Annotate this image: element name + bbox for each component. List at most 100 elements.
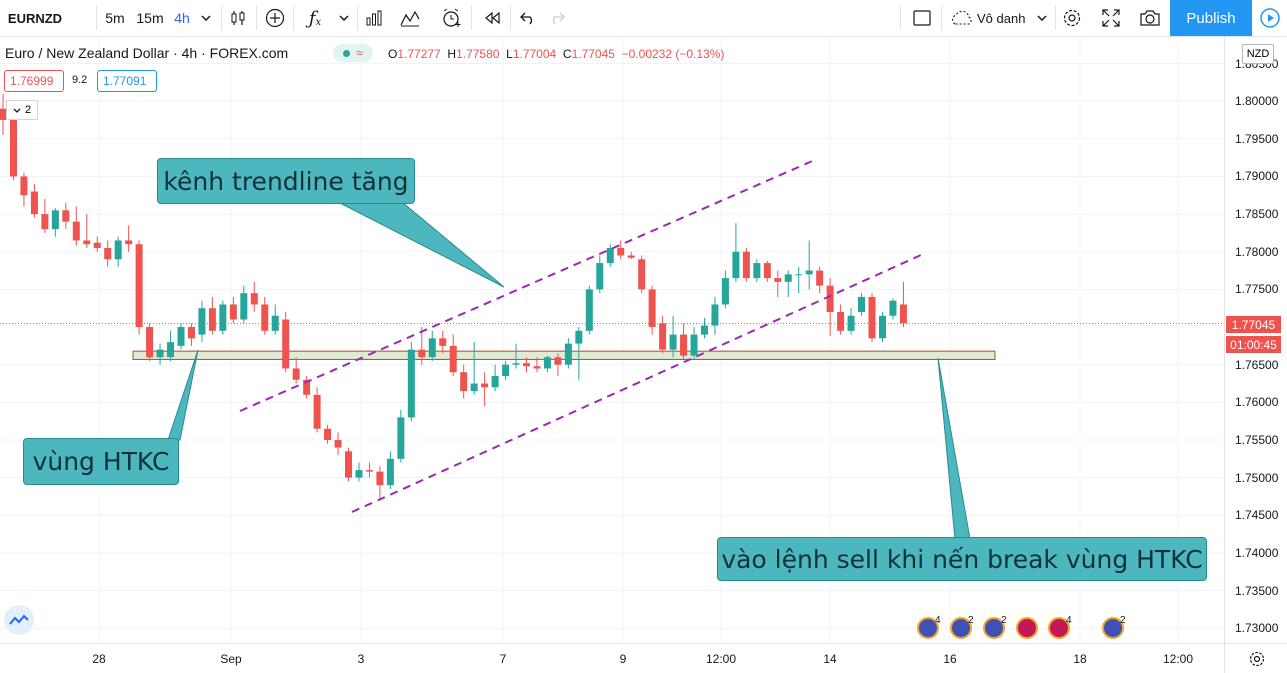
- time-axis[interactable]: 28 Sep 3 7 9 12:00 14 16 18 12:00: [0, 643, 1224, 673]
- play-circle-icon[interactable]: [1253, 0, 1287, 36]
- candle-body: [240, 293, 248, 320]
- currency-label[interactable]: NZD: [1242, 44, 1274, 64]
- chart-legend-title: Euro / New Zealand Dollar · 4h · FOREX.c…: [5, 45, 288, 61]
- symbol-search-button[interactable]: EURNZD: [7, 10, 63, 26]
- candle-body: [20, 176, 28, 196]
- time-tick-label: Sep: [220, 652, 242, 666]
- candle-body: [481, 383, 489, 388]
- candle: [282, 311, 290, 373]
- candle-body: [837, 311, 845, 331]
- candle-body: [491, 375, 499, 388]
- layout-name[interactable]: Vô danh: [977, 10, 1026, 26]
- candle: [596, 255, 604, 294]
- channel-lower-trendline: [351, 254, 922, 513]
- tradingview-logo-icon[interactable]: [4, 605, 34, 635]
- candle-body: [198, 308, 206, 335]
- time-tick-label: 18: [1073, 652, 1087, 666]
- snapshot-camera-icon[interactable]: [1137, 0, 1163, 36]
- candle-body: [313, 394, 321, 429]
- interval-dropdown-chevron-icon[interactable]: [198, 0, 214, 36]
- interval-4h-button[interactable]: 4h: [174, 10, 190, 26]
- redo-icon[interactable]: [545, 0, 569, 36]
- candle: [659, 315, 667, 354]
- candle-style-icon[interactable]: [226, 0, 250, 36]
- toolbar-divider: [96, 6, 97, 30]
- candle-body: [135, 244, 143, 328]
- candle: [680, 323, 688, 359]
- economic-event-flag-icon[interactable]: [1016, 617, 1038, 639]
- candle-body: [334, 440, 342, 448]
- undo-icon[interactable]: [516, 0, 540, 36]
- indicators-chevron-icon[interactable]: [336, 0, 352, 36]
- candle-body: [324, 428, 332, 440]
- close-value: 1.77045: [571, 47, 615, 61]
- chart-pane[interactable]: [0, 37, 1224, 643]
- entry-callout-pointer: [937, 357, 971, 540]
- fullscreen-expand-icon[interactable]: [1099, 0, 1123, 36]
- collapsed-count: 2: [24, 104, 32, 116]
- buy-button[interactable]: 1.77091: [97, 70, 157, 92]
- economic-event-flag-icon[interactable]: [1102, 617, 1124, 639]
- candlestick-chart[interactable]: [0, 37, 1224, 643]
- candle: [229, 296, 237, 324]
- channel-callout-pointer: [337, 201, 505, 288]
- candle: [177, 323, 185, 350]
- publish-button[interactable]: Publish: [1170, 0, 1252, 36]
- channel-callout[interactable]: kênh trendline tăng: [157, 158, 415, 204]
- fullscreen-square-icon[interactable]: [910, 0, 934, 36]
- economic-event-flag-icon[interactable]: [917, 617, 939, 639]
- candle: [439, 330, 447, 354]
- candle: [554, 353, 562, 376]
- market-status-badge[interactable]: ≈: [333, 44, 373, 62]
- candle: [585, 285, 593, 335]
- candle: [742, 247, 750, 282]
- interval-5m-button[interactable]: 5m: [105, 10, 125, 26]
- candle: [481, 372, 489, 407]
- candle-body: [564, 343, 572, 365]
- toolbar-divider: [510, 6, 511, 30]
- sell-button[interactable]: 1.76999: [4, 70, 64, 92]
- candle-body: [292, 368, 300, 380]
- zone-callout[interactable]: vùng HTKC: [23, 438, 179, 485]
- event-count: 4: [935, 615, 941, 626]
- candle-body: [847, 315, 855, 331]
- candle: [355, 462, 363, 482]
- financials-bars-icon[interactable]: [362, 0, 386, 36]
- layout-chevron-icon[interactable]: [1034, 0, 1050, 36]
- candle: [502, 360, 510, 380]
- candle-body: [502, 364, 510, 376]
- legend-collapse-button[interactable]: 2: [6, 100, 38, 120]
- candle-body: [774, 278, 782, 282]
- price-tick-label: 1.74000: [1235, 545, 1279, 560]
- templates-chart-icon[interactable]: [398, 0, 422, 36]
- time-tick-label: 7: [499, 652, 507, 666]
- time-tick-label: 14: [823, 652, 837, 666]
- axis-settings-gear-icon[interactable]: [1224, 643, 1287, 673]
- price-tick-label: 1.75500: [1235, 433, 1279, 447]
- compare-add-icon[interactable]: [263, 0, 287, 36]
- interval-15m-button[interactable]: 15m: [136, 10, 164, 26]
- economic-event-flag-icon[interactable]: [983, 617, 1005, 639]
- entry-callout[interactable]: vào lệnh sell khi nến break vùng HTKC: [717, 537, 1207, 581]
- candle: [20, 172, 28, 207]
- zone-callout-pointer: [167, 349, 199, 441]
- candle-body: [554, 357, 562, 365]
- alert-clock-icon[interactable]: [440, 0, 464, 36]
- toolbar-divider: [293, 6, 294, 30]
- candle-body: [156, 349, 164, 358]
- candle-body: [470, 383, 478, 392]
- candle: [878, 311, 886, 343]
- economic-event-flag-icon[interactable]: [950, 617, 972, 639]
- candle: [292, 357, 300, 384]
- settings-gear-icon[interactable]: [1060, 0, 1084, 36]
- legend-symbol-title[interactable]: Euro / New Zealand Dollar · 4h · FOREX.c…: [5, 45, 289, 61]
- candle-body: [9, 112, 17, 177]
- economic-event-flag-icon[interactable]: [1048, 617, 1070, 639]
- replay-rewind-icon[interactable]: [480, 0, 504, 36]
- cloud-layout-icon[interactable]: [947, 0, 977, 36]
- candle: [858, 293, 866, 316]
- support-zone-rect: [132, 350, 996, 360]
- candle: [564, 338, 572, 369]
- candle-body: [365, 470, 373, 472]
